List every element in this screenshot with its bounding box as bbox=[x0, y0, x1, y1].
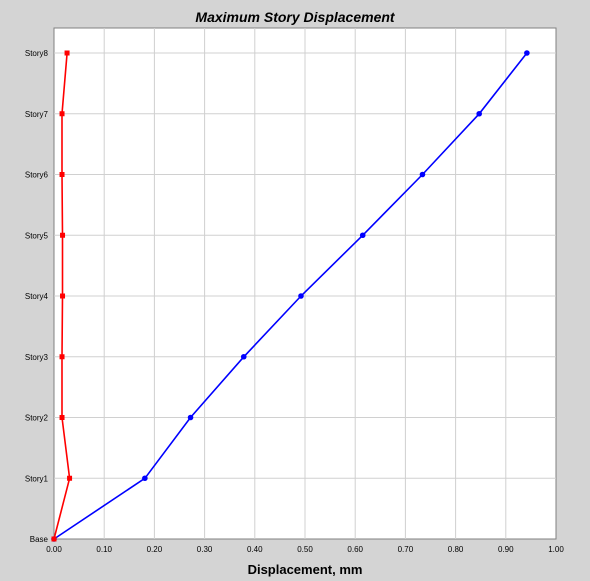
series-2-point bbox=[59, 354, 65, 360]
x-tick-label: 0.80 bbox=[448, 545, 464, 554]
series-2-point bbox=[51, 536, 57, 542]
series-2-point bbox=[67, 475, 73, 481]
x-tick-label: 0.10 bbox=[96, 545, 112, 554]
series-2-point bbox=[59, 172, 65, 177]
y-tick-label: Story5 bbox=[25, 231, 49, 240]
x-tick-label: 0.00 bbox=[46, 545, 62, 554]
series-1-point bbox=[142, 475, 148, 482]
y-tick-label: Story2 bbox=[25, 414, 49, 423]
y-tick-label: Story1 bbox=[25, 474, 49, 483]
x-tick-label: 0.20 bbox=[147, 545, 163, 554]
series-2-point bbox=[59, 415, 65, 420]
grid-lines bbox=[54, 28, 556, 539]
series-2-point bbox=[59, 111, 65, 117]
y-tick-label: Story3 bbox=[25, 353, 49, 362]
x-tick-label: 0.30 bbox=[197, 545, 213, 554]
x-axis-label: Displacement, mm bbox=[247, 562, 363, 577]
series-1-point bbox=[187, 414, 194, 421]
series-1-point bbox=[298, 293, 304, 299]
x-tick-labels: 0.00 0.10 0.20 0.30 0.40 0.50 0.60 0.70 0.80 0.90… bbox=[46, 545, 564, 554]
y-tick-label: Story7 bbox=[25, 110, 49, 119]
series-2-point bbox=[64, 50, 70, 56]
series-2-point bbox=[60, 293, 66, 299]
series-layer bbox=[51, 50, 530, 542]
y-tick-label: Story6 bbox=[25, 171, 49, 180]
y-tick-label: Base bbox=[30, 535, 49, 544]
series-1-point bbox=[419, 171, 426, 178]
series-1-point bbox=[240, 353, 247, 360]
x-tick-label: 0.70 bbox=[398, 545, 414, 554]
x-tick-label: 1.00 bbox=[548, 545, 564, 554]
y-tick-label: Story4 bbox=[25, 292, 49, 301]
series-1-point bbox=[524, 50, 530, 56]
series-1-point bbox=[359, 232, 366, 239]
y-tick-labels: Base Story1 Story2 Story3 Story4 Story5 Story6… bbox=[25, 49, 49, 544]
series-1-point bbox=[476, 110, 482, 117]
x-tick-label: 0.50 bbox=[297, 545, 313, 554]
y-tick-label: Story8 bbox=[25, 49, 49, 58]
x-tick-label: 0.90 bbox=[498, 545, 514, 554]
x-tick-label: 0.60 bbox=[347, 545, 363, 554]
x-tick-label: 0.40 bbox=[247, 545, 263, 554]
chart-title: Maximum Story Displacement bbox=[195, 9, 395, 25]
series-2-point bbox=[60, 232, 66, 238]
